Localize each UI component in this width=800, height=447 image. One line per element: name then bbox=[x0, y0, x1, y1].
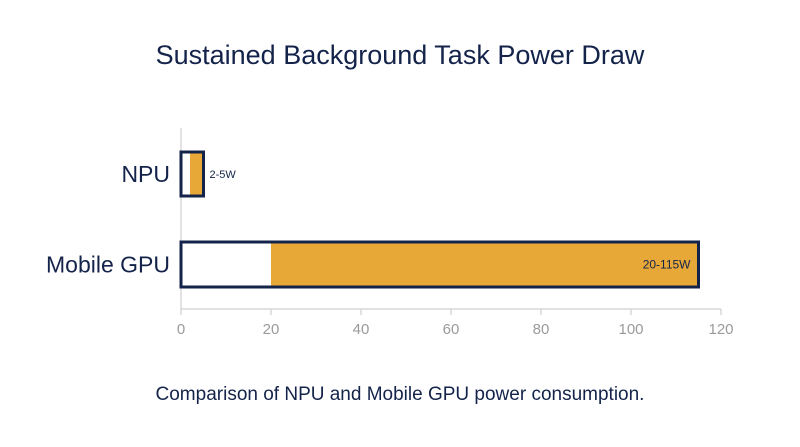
x-tick-label: 60 bbox=[443, 321, 460, 338]
bar-outline bbox=[179, 240, 700, 289]
labels: NPU 2-5W Mobile GPU 20-115W bbox=[46, 161, 691, 278]
x-tick-label: 80 bbox=[533, 321, 550, 338]
x-tick-label: 40 bbox=[353, 321, 370, 338]
bar-range-fill bbox=[190, 152, 204, 196]
x-tick-label: 120 bbox=[708, 321, 733, 338]
axes: 0 20 40 60 80 100 120 bbox=[177, 128, 734, 338]
bar-range-fill bbox=[271, 242, 699, 287]
chart-title: Sustained Background Task Power Draw bbox=[155, 40, 645, 70]
x-tick-label: 100 bbox=[618, 321, 643, 338]
category-label: NPU bbox=[121, 161, 170, 187]
data-label: 20-115W bbox=[643, 258, 691, 272]
data-label: 2-5W bbox=[210, 169, 237, 181]
category-label: Mobile GPU bbox=[46, 252, 170, 278]
bars bbox=[179, 150, 700, 289]
x-tick-label: 0 bbox=[177, 321, 185, 338]
chart-caption: Comparison of NPU and Mobile GPU power c… bbox=[155, 384, 645, 405]
x-tick-label: 20 bbox=[263, 321, 280, 338]
bar-outline bbox=[179, 150, 205, 198]
